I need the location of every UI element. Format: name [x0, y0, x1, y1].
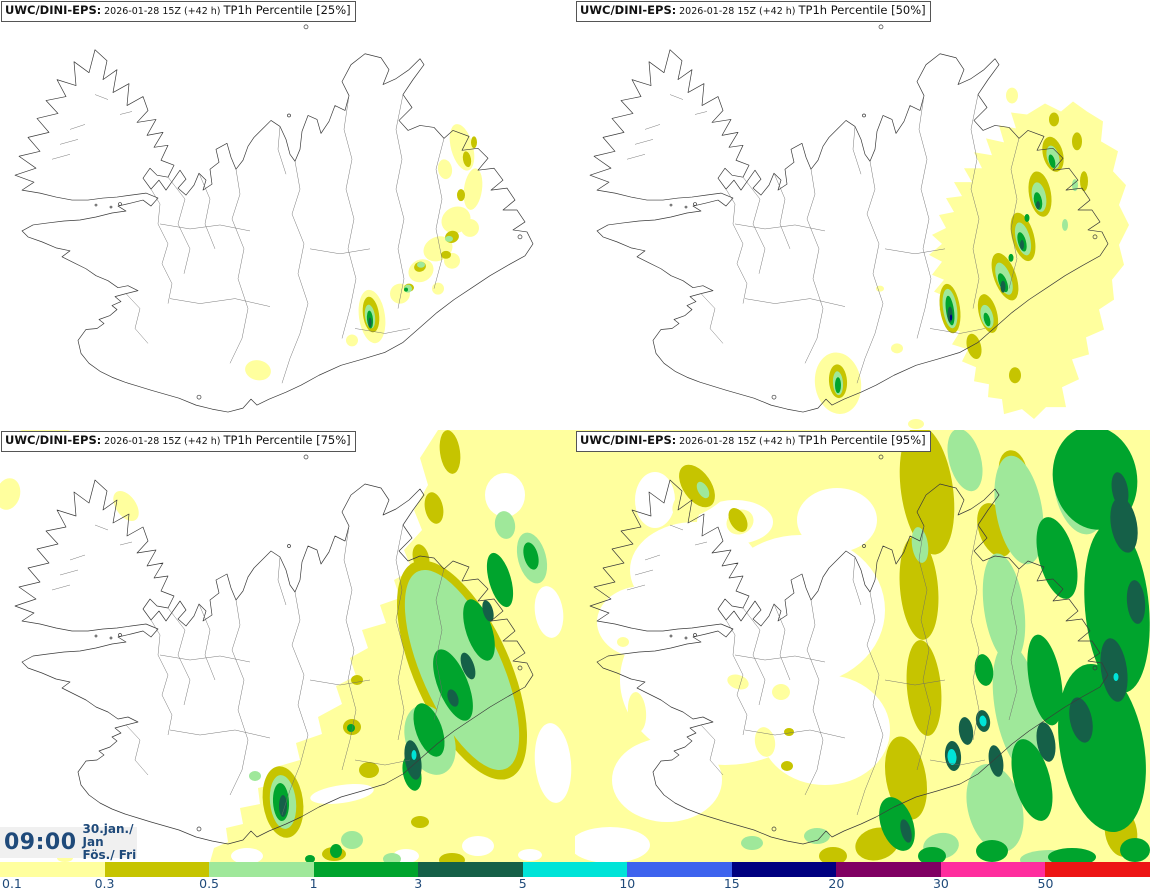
colorbar-label-20: 20 — [828, 876, 845, 891]
precip-layer-5mm — [411, 750, 417, 760]
model-name: UWC/DINI-EPS — [5, 433, 97, 447]
run-info: 2026-01-28 15Z (+42 h) — [104, 436, 221, 447]
valid-time: 09:00 — [4, 830, 77, 855]
colorbar-label-50: 50 — [1037, 876, 1054, 891]
model-name: UWC/DINI-EPS — [580, 433, 672, 447]
colorbar-label-0.1: 0.1 — [2, 876, 22, 891]
colorbar-segment-5 — [522, 862, 628, 877]
colorbar-label-5: 5 — [518, 876, 527, 891]
panel-title-25: UWC/DINI-EPS: 2026-01-28 15Z (+42 h) TP1h … — [1, 1, 356, 22]
map-panel-50: UWC/DINI-EPS: 2026-01-28 15Z (+42 h) TP1h … — [575, 0, 1150, 430]
valid-time-box: 09:00 30.jan./ Jan Fös./ Fri — [0, 823, 137, 862]
valid-date-month: 30.jan./ Jan — [82, 822, 134, 849]
colorbar-segment-0.3 — [104, 862, 210, 877]
panel-title-75: UWC/DINI-EPS: 2026-01-28 15Z (+42 h) TP1h … — [1, 431, 356, 452]
precip-layer-5mm — [947, 673, 1119, 765]
colorbar-segment-20 — [836, 862, 941, 877]
colorbar-label-0.5: 0.5 — [199, 876, 220, 891]
colorbar-segment-3 — [418, 862, 523, 877]
colorbar-label-3: 3 — [414, 876, 423, 891]
colorbar-segment-10 — [627, 862, 732, 877]
precip-layer-15mm — [949, 314, 953, 321]
run-info: 2026-01-28 15Z (+42 h) — [679, 6, 796, 17]
colorbar-label-15: 15 — [723, 876, 740, 891]
map-panel-75: UWC/DINI-EPS: 2026-01-28 15Z (+42 h) TP1h … — [0, 430, 575, 862]
colorbar-segment-30 — [940, 862, 1046, 877]
product-name: TP1h Percentile [95%] — [798, 433, 926, 447]
map-panel-25: UWC/DINI-EPS: 2026-01-28 15Z (+42 h) TP1h … — [0, 0, 575, 430]
precip-layer-3mm — [279, 600, 494, 817]
panel-title-50: UWC/DINI-EPS: 2026-01-28 15Z (+42 h) TP1h … — [576, 1, 931, 22]
colorbar-segment-0.1 — [0, 862, 105, 877]
map-25-svg — [14, 24, 534, 413]
map-panel-95: UWC/DINI-EPS: 2026-01-28 15Z (+42 h) TP1h … — [575, 430, 1150, 862]
colorbar-segment-1 — [313, 862, 419, 877]
colorbar-segment-0.5 — [209, 862, 314, 877]
colorbar-labels: 0.1 0.3 0.5 1 3 5 10 15 20 30 50 — [0, 876, 1150, 891]
model-name: UWC/DINI-EPS — [5, 3, 97, 17]
map-75-svg — [0, 430, 575, 862]
colorbar-label-1: 1 — [309, 876, 318, 891]
run-info: 2026-01-28 15Z (+42 h) — [679, 436, 796, 447]
colorbar — [0, 862, 1150, 877]
precip-layer-3mm — [900, 472, 1146, 843]
precip-layer-0.1mm — [245, 124, 483, 381]
run-info: 2026-01-28 15Z (+42 h) — [104, 6, 221, 17]
colorbar-label-0.3: 0.3 — [94, 876, 115, 891]
model-name: UWC/DINI-EPS — [580, 3, 672, 17]
product-name: TP1h Percentile [75%] — [223, 433, 351, 447]
map-95-svg — [575, 430, 1150, 862]
precip-layer-3mm — [368, 317, 372, 328]
product-name: TP1h Percentile [50%] — [798, 3, 926, 17]
colorbar-segment-15 — [731, 862, 837, 877]
colorbar-label-10: 10 — [619, 876, 636, 891]
precip-holes — [231, 473, 572, 862]
panel-title-95: UWC/DINI-EPS: 2026-01-28 15Z (+42 h) TP1h … — [576, 431, 931, 452]
product-name: TP1h Percentile [25%] — [223, 3, 351, 17]
colorbar-label-30: 30 — [932, 876, 949, 891]
map-50-svg — [589, 24, 1129, 430]
colorbar-segment-50 — [1045, 862, 1150, 877]
valid-date-day: Fös./ Fri — [82, 848, 137, 862]
